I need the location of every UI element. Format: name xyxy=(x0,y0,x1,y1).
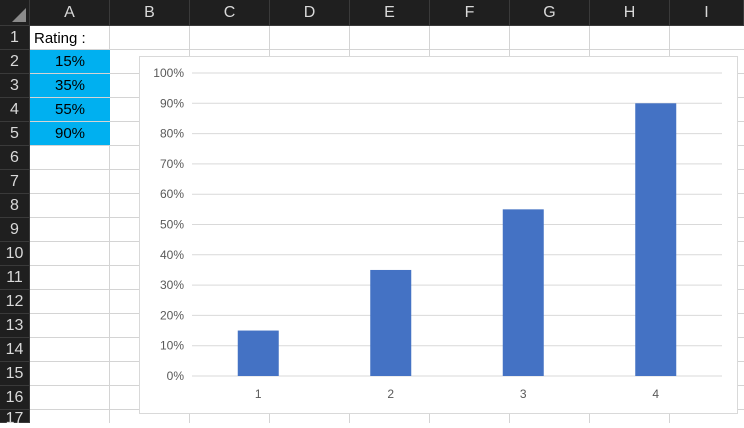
y-tick-label: 50% xyxy=(160,218,184,232)
y-tick-label: 30% xyxy=(160,278,184,292)
x-tick-label: 2 xyxy=(387,387,394,401)
bar[interactable] xyxy=(635,103,677,377)
bar-chart[interactable]: 0% 10% 20% 30% 40% 50% 60% 70% 80% 90% 100% 1 2 3 4 xyxy=(139,56,738,414)
cell-a4[interactable]: 55% xyxy=(30,98,110,122)
row-header-9[interactable]: 9 xyxy=(0,218,30,242)
column-header-i[interactable]: I xyxy=(670,0,744,26)
row-header-3[interactable]: 3 xyxy=(0,74,30,98)
bar[interactable] xyxy=(502,209,544,376)
row-header-1[interactable]: 1 xyxy=(0,26,30,50)
row-header-14[interactable]: 14 xyxy=(0,338,30,362)
x-tick-label: 1 xyxy=(255,387,262,401)
column-header-f[interactable]: F xyxy=(430,0,510,26)
select-all-button[interactable] xyxy=(0,0,30,26)
chart-canvas: 0% 10% 20% 30% 40% 50% 60% 70% 80% 90% 100% 1 2 3 4 xyxy=(153,66,722,401)
y-tick-label: 40% xyxy=(160,248,184,262)
column-header-g[interactable]: G xyxy=(510,0,590,26)
column-header-d[interactable]: D xyxy=(270,0,350,26)
row-header-2[interactable]: 2 xyxy=(0,50,30,74)
y-tick-label: 90% xyxy=(160,96,184,110)
row-header-16[interactable]: 16 xyxy=(0,386,30,410)
column-header-e[interactable]: E xyxy=(350,0,430,26)
column-header-b[interactable]: B xyxy=(110,0,190,26)
row-header-10[interactable]: 10 xyxy=(0,242,30,266)
y-tick-label: 70% xyxy=(160,157,184,171)
row-header-6[interactable]: 6 xyxy=(0,146,30,170)
row-header-7[interactable]: 7 xyxy=(0,170,30,194)
y-tick-label: 0% xyxy=(167,369,185,383)
cell-a2[interactable]: 15% xyxy=(30,50,110,74)
row-header-15[interactable]: 15 xyxy=(0,362,30,386)
select-all-triangle-icon xyxy=(12,8,26,22)
row-header-17[interactable]: 17 xyxy=(0,410,30,427)
cell-a3[interactable]: 35% xyxy=(30,74,110,98)
y-tick-label: 10% xyxy=(160,339,184,353)
bar[interactable] xyxy=(237,330,279,376)
bar[interactable] xyxy=(370,269,412,376)
row-header-5[interactable]: 5 xyxy=(0,122,30,146)
x-tick-label: 3 xyxy=(520,387,527,401)
column-header-h[interactable]: H xyxy=(590,0,670,26)
column-header-a[interactable]: A xyxy=(30,0,110,26)
y-tick-label: 20% xyxy=(160,308,184,322)
row-header-11[interactable]: 11 xyxy=(0,266,30,290)
x-tick-label: 4 xyxy=(652,387,659,401)
cell-a5[interactable]: 90% xyxy=(30,122,110,146)
column-header-bar xyxy=(0,0,744,26)
cell-a1[interactable]: Rating : xyxy=(34,29,86,47)
column-header-c[interactable]: C xyxy=(190,0,270,26)
row-header-8[interactable]: 8 xyxy=(0,194,30,218)
row-header-12[interactable]: 12 xyxy=(0,290,30,314)
row-header-4[interactable]: 4 xyxy=(0,98,30,122)
row-header-13[interactable]: 13 xyxy=(0,314,30,338)
y-tick-label: 60% xyxy=(160,187,184,201)
y-tick-label: 80% xyxy=(160,127,184,141)
y-tick-label: 100% xyxy=(153,66,184,80)
